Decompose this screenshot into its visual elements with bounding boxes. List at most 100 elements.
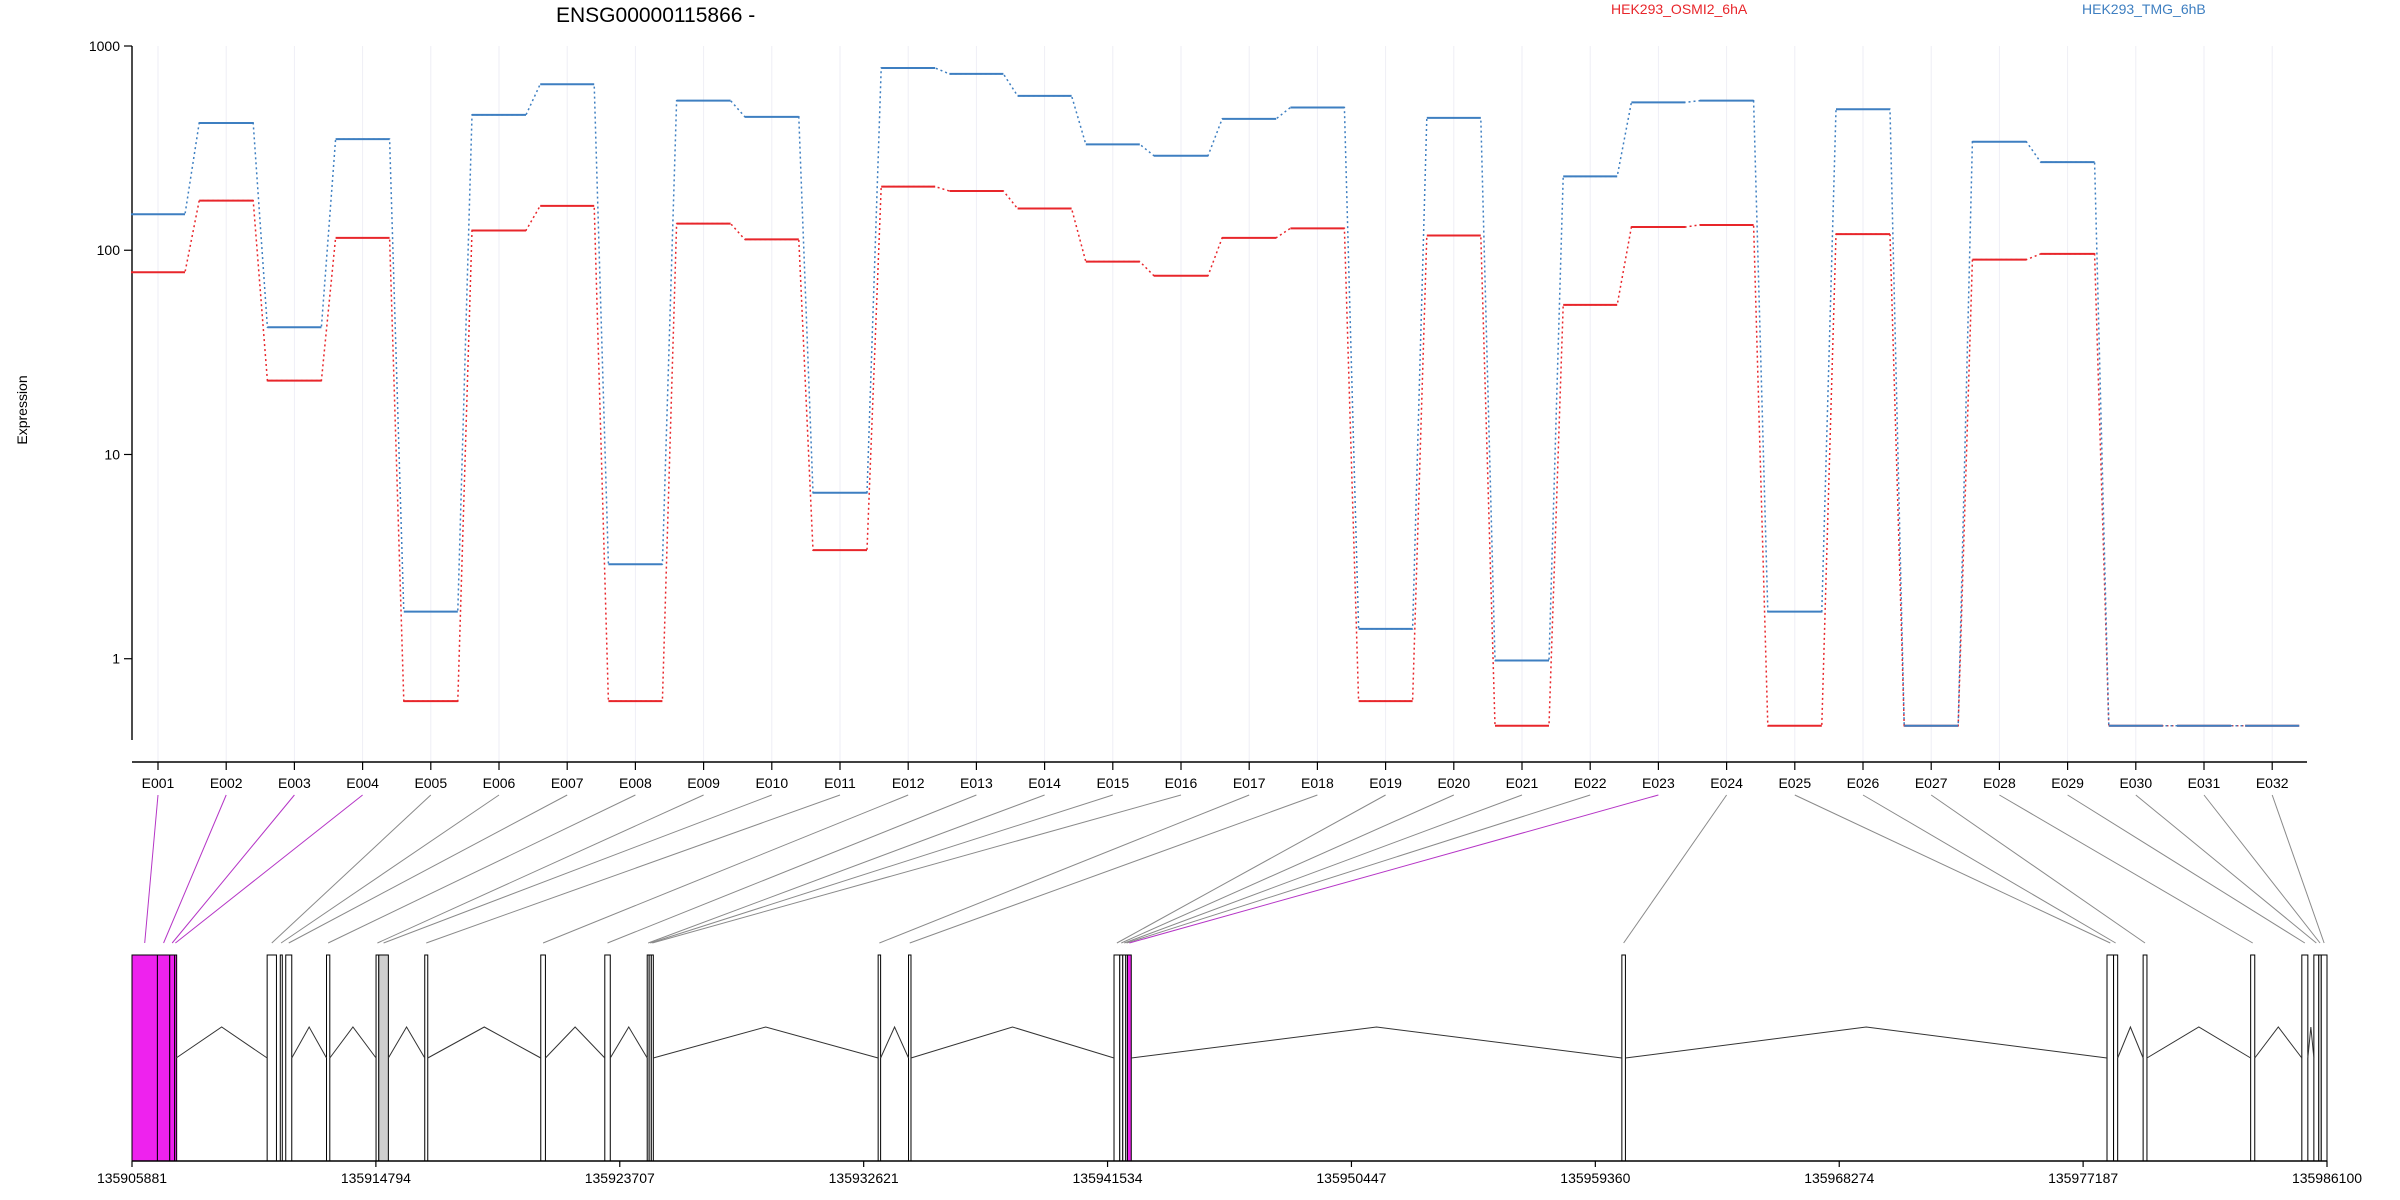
x-tick-label: E001 [142,775,175,791]
y-tick-label: 1 [112,651,120,667]
connector-e012 [542,794,909,944]
x-tick-label: E008 [619,775,652,791]
connector-e029 [2067,794,2306,944]
x-tick-label: E002 [210,775,243,791]
y-tick-label: 10 [104,446,120,462]
connector-e023 [1129,794,1659,944]
series-line [131,67,2300,727]
connector-e008 [327,794,636,944]
coordinate-label: 135905881 [97,1170,167,1186]
connector-e018 [909,794,1318,944]
connector-e019 [1116,794,1386,944]
x-tick-label: E018 [1301,775,1334,791]
x-tick-label: E022 [1574,775,1607,791]
x-tick-label: E011 [824,775,856,791]
intron-line [653,1026,879,1059]
connector-e001 [144,794,159,944]
coordinate-label: 135923707 [585,1170,655,1186]
y-tick-label: 100 [97,242,121,258]
connector-e002 [163,794,227,944]
x-tick-label: E010 [755,775,788,791]
connector-e024 [1623,794,1728,944]
intron-line [2117,1025,2144,1059]
exon-box [279,954,283,1162]
x-tick-label: E015 [1096,775,1129,791]
connector-e026 [1862,794,2116,944]
expression-series [131,67,2300,727]
x-tick-label: E013 [960,775,993,791]
connector-e007 [288,794,568,944]
exon-box [326,954,331,1162]
exon-box [877,954,882,1162]
connector-e028 [1999,794,2253,944]
connector-e016 [652,794,1182,944]
x-tick-label: E016 [1165,775,1198,791]
x-tick-label: E023 [1642,775,1675,791]
connector-e015 [650,794,1113,944]
exon-box [2313,954,2320,1162]
exon-box [378,954,389,1162]
series-tmg [131,67,2300,727]
intron-line [2307,1026,2315,1059]
y-tick-label: 1000 [89,38,120,54]
x-tick-label: E031 [2188,775,2221,791]
coordinate-label: 135932621 [829,1170,899,1186]
connector-e010 [383,794,772,944]
exon-box [285,954,293,1162]
exon-connector-lines [144,794,2325,944]
exon-box [2113,954,2119,1162]
x-tick-label: E017 [1233,775,1266,791]
series-osmi2 [131,185,2300,727]
intron-line [2254,1026,2303,1059]
exon-box [2250,954,2256,1162]
connector-e006 [280,794,500,944]
connector-e017 [879,794,1250,944]
connector-e014 [647,794,1045,944]
intron-line [175,1026,268,1059]
exon-box [1113,954,1121,1162]
connector-e011 [426,794,841,944]
connector-e009 [377,794,704,944]
x-tick-label: E004 [346,775,379,791]
x-tick-label: E028 [1983,775,2016,791]
exon-box [540,954,546,1162]
vertical-gridlines [157,46,2273,762]
exon-box [650,954,654,1162]
intron-line [1625,1026,2108,1059]
genomic-coordinate-axis: 135905881 135914794 135923707 135932621 1359… [97,1160,2362,1186]
coordinate-label: 135959360 [1560,1170,1630,1186]
connector-e025 [1794,794,2111,944]
exon-box [156,954,171,1162]
exon-box [604,954,611,1162]
connector-e003 [171,794,295,944]
coordinate-label: 135977187 [2048,1170,2118,1186]
exon-box [2320,954,2328,1162]
legend-series-tmg: HEK293_TMG_6hB [2082,1,2206,17]
exon-box [424,954,429,1162]
x-tick-label: E024 [1710,775,1743,791]
x-tick-label: E019 [1369,775,1402,791]
x-tick-label: E006 [483,775,516,791]
connector-e021 [1124,794,1523,944]
intron-line [2146,1026,2251,1059]
legend-series-osmi2: HEK293_OSMI2_6hA [1611,1,1748,17]
intron-line [545,1026,606,1059]
exon-box [2142,954,2148,1162]
x-tick-label: E014 [1028,775,1061,791]
connector-e022 [1126,794,1591,944]
exon-box [169,954,176,1162]
intron-line [1131,1026,1622,1059]
connector-e005 [271,794,432,944]
exon-box [908,954,912,1162]
x-tick-label: E009 [687,775,720,791]
intron-line [427,1026,542,1059]
coordinate-label: 135968274 [1804,1170,1874,1186]
x-tick-label: E003 [278,775,311,791]
x-tick-label: E026 [1847,775,1880,791]
connector-e032 [2271,794,2325,944]
x-tick-label: E025 [1778,775,1811,791]
exon-box [2301,954,2309,1162]
intron-line [291,1025,327,1059]
connector-e020 [1121,794,1455,944]
